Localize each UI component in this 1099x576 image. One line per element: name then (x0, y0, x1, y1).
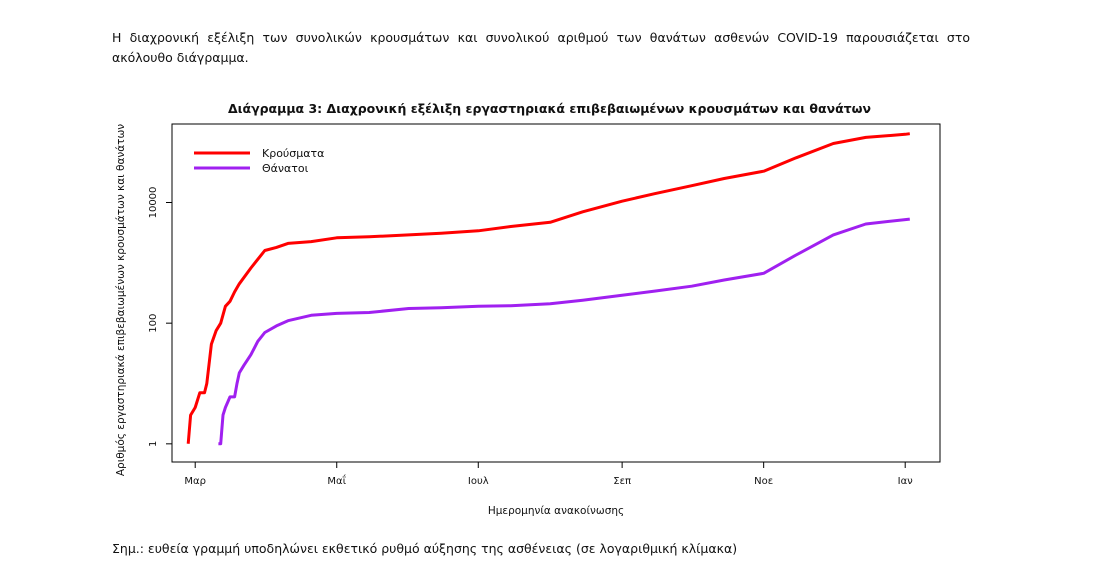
series-layer (186, 132, 910, 446)
series-line-deaths (218, 217, 910, 446)
chart-title: Διάγραμμα 3: Διαχρονική εξέλιξη εργαστηρ… (227, 101, 872, 116)
footnote: Σημ.: ευθεία γραμμή υποδηλώνει εκθετικό … (112, 541, 738, 556)
x-tick-label: Σεπ (613, 476, 631, 487)
x-axis: Μαρ Μαΐ Ιουλ Σεπ Νοε Ιαν (184, 462, 913, 487)
plot-frame (171, 123, 941, 463)
y-tick-label: 10000 (148, 187, 159, 219)
legend-label: Κρούσματα (262, 147, 324, 160)
y-tick-label: 100 (148, 314, 159, 333)
legend: Κρούσματα Θάνατοι (194, 147, 324, 175)
x-tick-label: Μαρ (184, 476, 206, 487)
legend-label: Θάνατοι (262, 162, 309, 175)
series-line-cases (186, 132, 910, 444)
y-axis: 1 100 10000 (148, 187, 172, 447)
y-tick-label: 1 (148, 441, 159, 447)
x-tick-label: Ιουλ (468, 476, 489, 487)
x-tick-label: Ιαν (898, 476, 914, 487)
x-axis-label: Ημερομηνία ανακοίνωσης (488, 505, 624, 517)
y-axis-label: Αριθμός εργαστηριακά επιβεβαιωμένων κρου… (115, 124, 127, 476)
intro-paragraph: Η διαχρονική εξέλιξη των συνολικών κρουσ… (112, 30, 970, 65)
x-tick-label: Νοε (754, 476, 773, 487)
x-tick-label: Μαΐ (327, 473, 346, 487)
